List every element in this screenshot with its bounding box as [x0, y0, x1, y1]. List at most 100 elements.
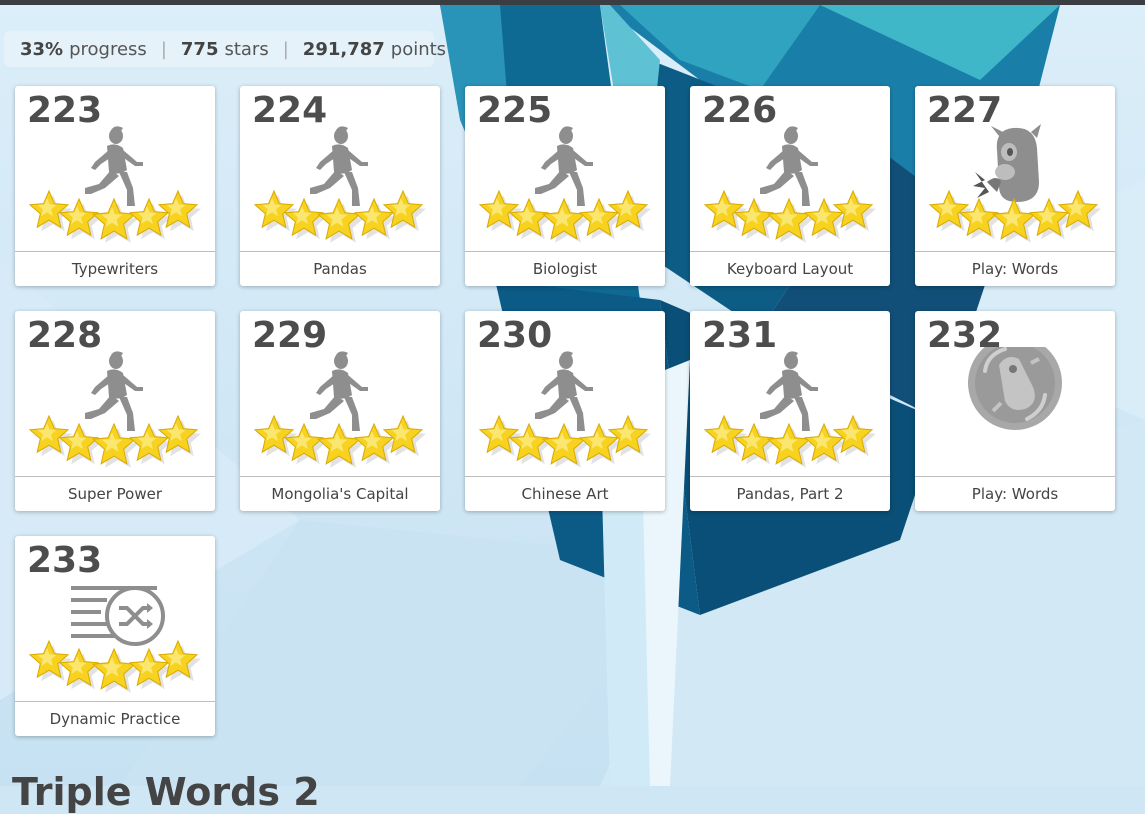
star-highlight — [292, 431, 312, 450]
star-highlight — [517, 206, 537, 225]
lesson-title: Super Power — [15, 476, 215, 511]
runner-icon — [28, 126, 201, 243]
star-highlight — [812, 431, 832, 450]
star-highlight — [391, 423, 411, 442]
star-highlight — [262, 198, 282, 217]
stars-value: 775 — [180, 38, 219, 60]
lesson-number: 224 — [252, 90, 328, 131]
stats-separator: | — [282, 38, 289, 60]
lesson-title: Chinese Art — [465, 476, 665, 511]
star-highlight — [166, 423, 186, 442]
star-highlight — [101, 207, 123, 227]
star-highlight — [517, 431, 537, 450]
star-highlight — [1001, 207, 1023, 227]
progress-value: 33% — [20, 38, 64, 60]
lesson-card[interactable]: 228 Super Power — [15, 311, 215, 511]
star-highlight — [967, 206, 987, 225]
lesson-title: Mongolia's Capital — [240, 476, 440, 511]
star-highlight — [587, 206, 607, 225]
lesson-title: Keyboard Layout — [690, 251, 890, 286]
lesson-number: 225 — [477, 90, 553, 131]
runner-icon — [478, 351, 651, 468]
lesson-card[interactable]: 233 Dynamic Practice — [15, 536, 215, 736]
star-highlight — [362, 431, 382, 450]
runner-icon — [28, 351, 201, 468]
lesson-title: Pandas — [240, 251, 440, 286]
star-highlight — [37, 648, 57, 667]
locked-game-badge-icon — [968, 347, 1062, 430]
star-highlight — [101, 432, 123, 452]
star-highlight — [137, 206, 157, 225]
star-highlight — [262, 423, 282, 442]
star-highlight — [67, 206, 87, 225]
star-highlight — [776, 207, 798, 227]
lesson-title: Pandas, Part 2 — [690, 476, 890, 511]
lesson-number: 229 — [252, 315, 328, 356]
lesson-title: Play: Words — [915, 476, 1115, 511]
star-highlight — [362, 206, 382, 225]
lesson-number: 223 — [27, 90, 103, 131]
lesson-title: Play: Words — [915, 251, 1115, 286]
points-value: 291,787 — [302, 38, 385, 60]
star-highlight — [326, 432, 348, 452]
lesson-title: Typewriters — [15, 251, 215, 286]
star-highlight — [841, 423, 861, 442]
star-highlight — [812, 206, 832, 225]
star-highlight — [137, 656, 157, 675]
star-highlight — [67, 656, 87, 675]
star-highlight — [166, 648, 186, 667]
lesson-title: Biologist — [465, 251, 665, 286]
lesson-number: 231 — [702, 315, 778, 356]
star-highlight — [776, 432, 798, 452]
progress-label: progress — [69, 38, 147, 60]
monster-game-icon — [928, 124, 1101, 243]
star-highlight — [1066, 198, 1086, 217]
runner-icon — [253, 126, 426, 243]
runner-icon — [703, 351, 876, 468]
lesson-number: 226 — [702, 90, 778, 131]
lesson-card[interactable]: 227 Play: Words — [915, 86, 1115, 286]
star-highlight — [712, 423, 732, 442]
lesson-card[interactable]: 231 Pandas, Part 2 — [690, 311, 890, 511]
lesson-card[interactable]: 229 Mongolia's Capital — [240, 311, 440, 511]
star-highlight — [37, 198, 57, 217]
runner-icon — [253, 351, 426, 468]
star-highlight — [326, 207, 348, 227]
next-section-title: Triple Words 2 — [12, 770, 320, 814]
star-highlight — [937, 198, 957, 217]
star-highlight — [292, 206, 312, 225]
star-highlight — [101, 657, 123, 677]
lesson-number: 230 — [477, 315, 553, 356]
star-highlight — [551, 432, 573, 452]
stats-separator: | — [160, 38, 167, 60]
progress-stats-bar: 33% progress | 775 stars | 291,787 point… — [4, 31, 446, 67]
star-highlight — [616, 423, 636, 442]
star-highlight — [487, 198, 507, 217]
star-highlight — [166, 198, 186, 217]
star-highlight — [1037, 206, 1057, 225]
star-highlight — [742, 206, 762, 225]
star-highlight — [67, 431, 87, 450]
star-highlight — [742, 431, 762, 450]
runner-icon — [478, 126, 651, 243]
shuffle-practice-icon — [28, 586, 201, 693]
star-highlight — [551, 207, 573, 227]
lesson-card[interactable]: 223 Typewriters — [15, 86, 215, 286]
star-highlight — [487, 423, 507, 442]
lesson-number: 227 — [927, 90, 1003, 131]
lesson-number: 233 — [27, 540, 103, 581]
top-bar — [0, 0, 1145, 5]
lesson-card[interactable]: 225 Biologist — [465, 86, 665, 286]
stars-label: stars — [224, 38, 269, 60]
star-highlight — [616, 198, 636, 217]
star-highlight — [391, 198, 411, 217]
star-highlight — [841, 198, 861, 217]
runner-icon — [703, 126, 876, 243]
lesson-card[interactable]: 224 Pandas — [240, 86, 440, 286]
points-label: points — [390, 38, 447, 60]
lesson-card[interactable]: 232 Play: Words — [915, 311, 1115, 511]
star-highlight — [37, 423, 57, 442]
lesson-card[interactable]: 230 Chinese Art — [465, 311, 665, 511]
lesson-title: Dynamic Practice — [15, 701, 215, 736]
lesson-card[interactable]: 226 Keyboard Layout — [690, 86, 890, 286]
